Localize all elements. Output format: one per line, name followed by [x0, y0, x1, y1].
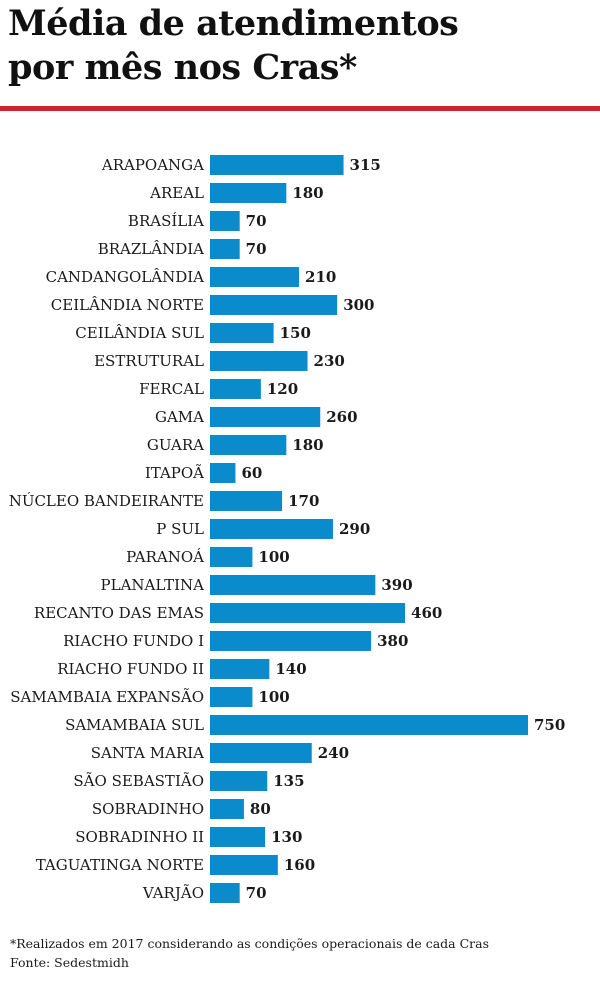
category-label-sao-sebastiao: SÃO SEBASTIÃO: [73, 772, 204, 790]
value-label-brasilia: 70: [246, 212, 267, 230]
value-label-riacho-fundo-ii: 140: [275, 660, 306, 678]
value-label-sobradinho: 80: [250, 800, 271, 818]
bar-ceilandia-norte: [210, 295, 338, 315]
bar-varjao: [210, 883, 240, 903]
value-label-sobradinho-ii: 130: [271, 828, 302, 846]
category-label-p-sul: P SUL: [156, 520, 204, 538]
category-label-riacho-fundo-ii: RIACHO FUNDO II: [57, 660, 204, 678]
category-label-areal: AREAL: [149, 184, 204, 202]
value-label-guara: 180: [292, 436, 323, 454]
category-label-sobradinho: SOBRADINHO: [92, 800, 204, 818]
value-label-candangolandia: 210: [305, 268, 336, 286]
bar-recanto-das-emas: [210, 603, 406, 623]
bar-nucleo-bandeirante: [210, 491, 283, 511]
chart-title-line-2: por mês nos Cras*: [8, 47, 357, 88]
category-label-estrutural: ESTRUTURAL: [94, 352, 204, 370]
category-label-samambaia-expansao: SAMAMBAIA EXPANSÃO: [10, 688, 204, 706]
footnote: *Realizados em 2017 considerando as cond…: [10, 934, 595, 972]
value-label-ceilandia-sul: 150: [280, 324, 311, 342]
bar-itapoa: [210, 463, 236, 483]
value-label-samambaia-expansao: 100: [258, 688, 289, 706]
bar-santa-maria: [210, 743, 312, 763]
bar-fercal: [210, 379, 261, 399]
category-label-brasilia: BRASÍLIA: [128, 212, 204, 230]
value-label-gama: 260: [326, 408, 357, 426]
value-label-varjao: 70: [246, 884, 267, 902]
value-label-planaltina: 390: [381, 576, 412, 594]
category-label-santa-maria: SANTA MARIA: [91, 744, 204, 762]
bar-guara: [210, 435, 287, 455]
value-label-samambaia-sul: 750: [534, 716, 565, 734]
bar-brasilia: [210, 211, 240, 231]
value-label-paranoa: 100: [258, 548, 289, 566]
category-label-paranoa: PARANOÁ: [126, 548, 204, 566]
bar-candangolandia: [210, 267, 300, 287]
value-label-santa-maria: 240: [318, 744, 349, 762]
chart-title: Média de atendimentos por mês nos Cras*: [8, 2, 598, 90]
value-label-fercal: 120: [267, 380, 298, 398]
bar-riacho-fundo-ii: [210, 659, 270, 679]
category-label-guara: GUARA: [147, 436, 204, 454]
category-label-taguatinga-norte: TAGUATINGA NORTE: [36, 856, 204, 874]
value-label-nucleo-bandeirante: 170: [288, 492, 319, 510]
bar-brazlandia: [210, 239, 240, 259]
value-label-brazlandia: 70: [246, 240, 267, 258]
category-label-varjao: VARJÃO: [142, 884, 204, 902]
category-label-ceilandia-sul: CEILÂNDIA SUL: [75, 324, 204, 342]
value-label-ceilandia-norte: 300: [343, 296, 374, 314]
value-label-arapoanga: 315: [350, 156, 381, 174]
category-label-itapoa: ITAPOÃ: [145, 464, 204, 482]
bar-samambaia-expansao: [210, 687, 253, 707]
category-label-candangolandia: CANDANGOLÂNDIA: [46, 268, 205, 286]
title-divider: [0, 106, 600, 111]
bar-sobradinho-ii: [210, 827, 266, 847]
value-label-taguatinga-norte: 160: [284, 856, 315, 874]
category-label-gama: GAMA: [155, 408, 204, 426]
footnote-note: *Realizados em 2017 considerando as cond…: [10, 936, 489, 951]
chart-title-line-1: Média de atendimentos: [8, 3, 459, 44]
bar-taguatinga-norte: [210, 855, 278, 875]
category-label-brazlandia: BRAZLÂNDIA: [98, 240, 204, 258]
category-label-planaltina: PLANALTINA: [101, 576, 205, 594]
bar-planaltina: [210, 575, 376, 595]
category-label-arapoanga: ARAPOANGA: [101, 156, 204, 174]
category-label-ceilandia-norte: CEILÂNDIA NORTE: [51, 296, 204, 314]
bar-samambaia-sul: [210, 715, 528, 735]
value-label-estrutural: 230: [314, 352, 345, 370]
category-label-recanto-das-emas: RECANTO DAS EMAS: [34, 604, 204, 622]
bar-arapoanga: [210, 155, 344, 175]
category-label-samambaia-sul: SAMAMBAIA SUL: [65, 716, 204, 734]
category-label-sobradinho-ii: SOBRADINHO II: [75, 828, 204, 846]
bar-p-sul: [210, 519, 333, 539]
category-label-riacho-fundo-i: RIACHO FUNDO I: [63, 632, 204, 650]
value-label-riacho-fundo-i: 380: [377, 632, 408, 650]
value-label-p-sul: 290: [339, 520, 370, 538]
bar-sobradinho: [210, 799, 244, 819]
bar-ceilandia-sul: [210, 323, 274, 343]
bar-areal: [210, 183, 287, 203]
value-label-sao-sebastiao: 135: [273, 772, 304, 790]
bar-estrutural: [210, 351, 308, 371]
bar-paranoa: [210, 547, 253, 567]
value-label-itapoa: 60: [241, 464, 262, 482]
value-label-areal: 180: [292, 184, 323, 202]
bar-riacho-fundo-i: [210, 631, 372, 651]
category-label-nucleo-bandeirante: NÚCLEO BANDEIRANTE: [9, 492, 204, 510]
footnote-source: Fonte: Sedestmidh: [10, 955, 129, 970]
value-label-recanto-das-emas: 460: [411, 604, 442, 622]
bar-sao-sebastiao: [210, 771, 268, 791]
bar-gama: [210, 407, 321, 427]
category-label-fercal: FERCAL: [139, 380, 204, 398]
